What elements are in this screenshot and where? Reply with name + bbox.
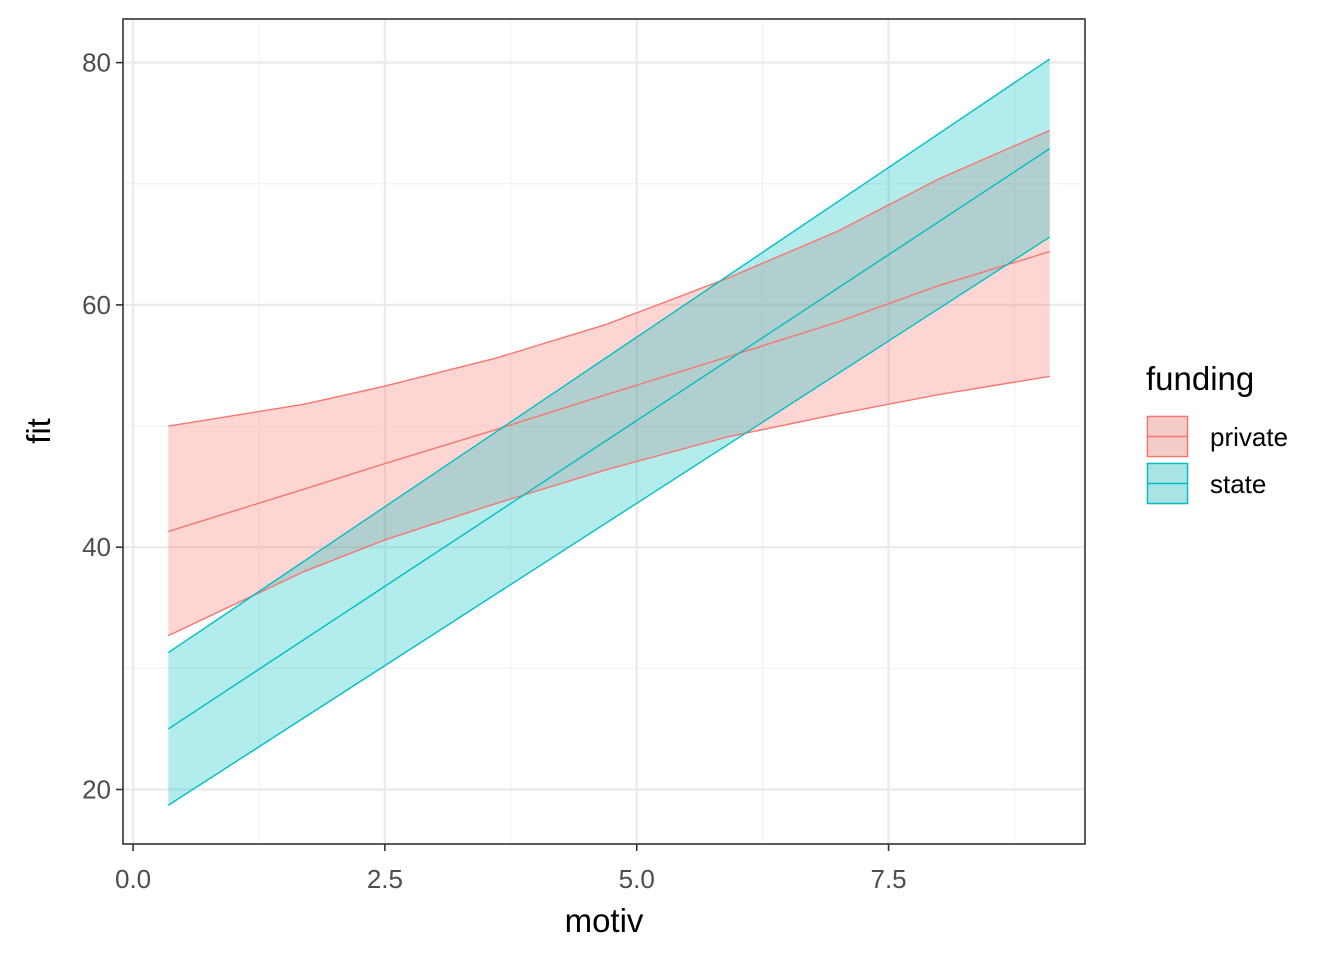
fit-line-state (167, 148, 1051, 730)
y-axis: 20 40 60 80 (82, 48, 123, 804)
x-tick-label: 0.0 (115, 864, 151, 894)
y-tick-label: 80 (82, 48, 111, 78)
plot-background (123, 19, 1085, 844)
x-axis-title: motiv (565, 902, 644, 939)
ci-lower-line-state (167, 236, 1051, 806)
fit-lines (167, 58, 1051, 806)
legend: funding private state (1146, 360, 1288, 505)
fit-line-private (168, 250, 1050, 533)
x-tick-label: 7.5 (870, 864, 906, 894)
legend-label-private: private (1210, 422, 1288, 452)
legend-label-state: state (1210, 469, 1266, 499)
legend-key-private (1146, 415, 1189, 458)
panel-border (122, 18, 1086, 845)
ribbon-private (168, 130, 1050, 636)
ribbon-state (168, 58, 1050, 806)
legend-title: funding (1146, 360, 1254, 397)
x-tick-label: 2.5 (367, 864, 403, 894)
ci-lower-line-private (168, 375, 1050, 637)
legend-key-state (1146, 462, 1189, 505)
x-axis: 0.0 2.5 5.0 7.5 (115, 844, 907, 894)
y-tick-label: 20 (82, 774, 111, 804)
ci-upper-line-private (168, 129, 1051, 427)
y-tick-label: 40 (82, 532, 111, 562)
x-tick-label: 5.0 (619, 864, 655, 894)
y-axis-title: fit (20, 418, 57, 444)
ribbons (168, 58, 1050, 806)
ci-upper-line-state (167, 58, 1051, 654)
minor-gridlines (123, 19, 1085, 844)
y-tick-label: 60 (82, 290, 111, 320)
major-gridlines (123, 19, 1085, 844)
